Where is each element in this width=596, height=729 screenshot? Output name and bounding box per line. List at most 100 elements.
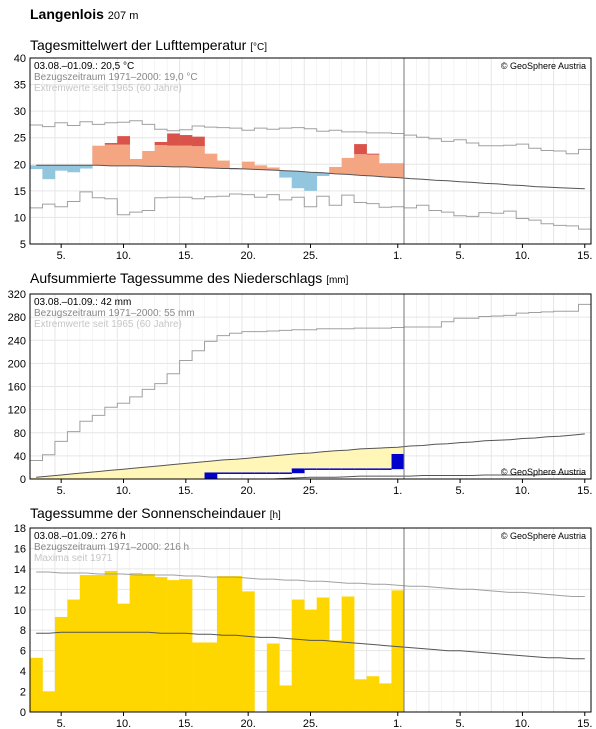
temperature-bar xyxy=(179,145,193,167)
temperature-bar xyxy=(179,135,193,146)
temperature-xtick-label: 15. xyxy=(178,250,193,262)
temperature-bar xyxy=(341,157,355,175)
sunshine-xtick-label: 25. xyxy=(303,718,318,729)
precipitation-deficit-bar xyxy=(379,447,392,470)
temperature-bar xyxy=(366,154,380,176)
temperature-copyright: © GeoSphere Austria xyxy=(501,61,586,71)
temperature-ytick-label: 35 xyxy=(14,80,26,92)
precipitation-deficit-bar xyxy=(241,458,255,474)
temperature-ytick-label: 30 xyxy=(14,106,26,118)
precipitation-xtick-label: 15. xyxy=(577,485,592,497)
temperature-bar xyxy=(167,145,180,167)
sunshine-ytick-label: 6 xyxy=(20,646,26,658)
precipitation-deficit-bar xyxy=(179,463,193,479)
sunshine-bar xyxy=(167,580,180,712)
temperature-bar xyxy=(304,172,318,191)
precipitation-title: Aufsummierte Tagessumme des Niederschlag… xyxy=(30,270,323,286)
sunshine-ytick-label: 18 xyxy=(14,523,26,535)
temperature-ytick-label: 10 xyxy=(14,212,26,224)
precipitation-deficit-bar xyxy=(391,447,405,455)
temperature-bar xyxy=(354,144,367,155)
precipitation-deficit-bar xyxy=(92,471,106,479)
precipitation-daily-bar xyxy=(204,473,218,479)
temperature-bar xyxy=(192,146,205,168)
temperature-bar xyxy=(291,171,305,189)
temperature-bar xyxy=(154,145,168,167)
sunshine-bar xyxy=(391,590,405,712)
sunshine-bar xyxy=(92,575,106,712)
sunshine-ytick-label: 2 xyxy=(20,687,26,699)
precipitation-deficit-bar xyxy=(329,450,342,470)
precipitation-deficit-bar xyxy=(316,451,330,470)
precipitation-xtick-label: 25. xyxy=(303,485,318,497)
sunshine-bar xyxy=(279,685,293,712)
precipitation-deficit-bar xyxy=(341,450,355,470)
precipitation-copyright: © GeoSphere Austria xyxy=(501,467,586,477)
sunshine-bar xyxy=(366,676,380,712)
sunshine-title: Tagessumme der Sonnenscheindauer xyxy=(30,505,266,521)
precipitation-deficit-bar xyxy=(104,470,118,479)
precipitation-mean-line xyxy=(36,433,585,478)
precipitation-ytick-label: 40 xyxy=(14,451,26,463)
temperature-min-line xyxy=(30,191,591,230)
precipitation-deficit-bar xyxy=(229,459,243,474)
precipitation-deficit-bar xyxy=(67,473,81,479)
precipitation-max-line xyxy=(30,303,591,461)
precipitation-legend-period: 03.08.–01.09.: 42 mm xyxy=(34,297,131,308)
temperature-bar xyxy=(92,145,106,166)
precipitation-deficit-bar xyxy=(129,468,143,479)
temperature-legend-period: 03.08.–01.09.: 20,5 °C xyxy=(34,61,134,72)
temperature-bar xyxy=(229,168,243,170)
precipitation-deficit-bar xyxy=(204,461,218,474)
precipitation-ytick-label: 280 xyxy=(8,312,26,324)
precipitation-deficit-bar xyxy=(354,448,367,470)
precipitation-deficit-bar xyxy=(117,469,131,479)
sunshine-bar xyxy=(67,599,81,712)
precipitation-ytick-label: 200 xyxy=(8,358,26,370)
sunshine-xtick-label: 10. xyxy=(515,718,530,729)
sunshine-bar xyxy=(179,579,193,712)
temperature-bar xyxy=(42,165,56,180)
precipitation-ytick-label: 80 xyxy=(14,428,26,440)
precipitation-ytick-label: 0 xyxy=(20,474,26,486)
temperature-bar xyxy=(167,133,180,146)
temperature-bar xyxy=(154,141,168,146)
precipitation-xtick-label: 20. xyxy=(241,485,256,497)
precipitation-deficit-bar xyxy=(79,472,93,479)
temperature-xtick-label: 5. xyxy=(456,250,465,262)
precipitation-xtick-label: 1. xyxy=(393,485,402,497)
temperature-bar xyxy=(142,151,155,167)
sunshine-xtick-label: 10. xyxy=(116,718,131,729)
temperature-mean-line xyxy=(36,164,585,190)
temperature-bar xyxy=(241,161,255,170)
sunshine-ytick-label: 4 xyxy=(20,666,26,678)
temperature-bar xyxy=(254,165,268,170)
temperature-xtick-label: 1. xyxy=(393,250,402,262)
precipitation-deficit-bar xyxy=(167,464,180,479)
temperature-bar xyxy=(104,144,118,166)
precipitation-panel-title: Aufsummierte Tagessumme des Niederschlag… xyxy=(30,270,348,286)
precipitation-deficit-bar xyxy=(266,455,280,474)
temperature-panel-title: Tagesmittelwert der Lufttemperatur [°C] xyxy=(30,37,267,53)
sunshine-ytick-label: 8 xyxy=(20,625,26,637)
sunshine-legend-period: 03.08.–01.09.: 276 h xyxy=(34,531,126,542)
sunshine-bar xyxy=(291,599,305,712)
sunshine-bar xyxy=(154,577,168,712)
temperature-bar xyxy=(79,165,93,169)
temperature-bar xyxy=(54,165,68,171)
sunshine-ytick-label: 10 xyxy=(14,605,26,617)
sunshine-bar xyxy=(316,597,330,712)
precipitation-daily-bar xyxy=(391,454,405,470)
temperature-bar xyxy=(104,143,118,145)
sunshine-bar xyxy=(54,616,68,712)
sunshine-bar xyxy=(329,640,342,712)
temperature-legend-reference: Bezugszeitraum 1971–2000: 19,0 °C xyxy=(34,72,198,83)
sunshine-xtick-label: 5. xyxy=(57,718,66,729)
sunshine-xtick-label: 1. xyxy=(393,718,402,729)
sunshine-max-line xyxy=(36,571,585,597)
precipitation-deficit-bar xyxy=(42,476,56,479)
sunshine-bar xyxy=(142,574,155,712)
sunshine-bar xyxy=(79,575,93,712)
temperature-unit: [°C] xyxy=(250,42,267,53)
